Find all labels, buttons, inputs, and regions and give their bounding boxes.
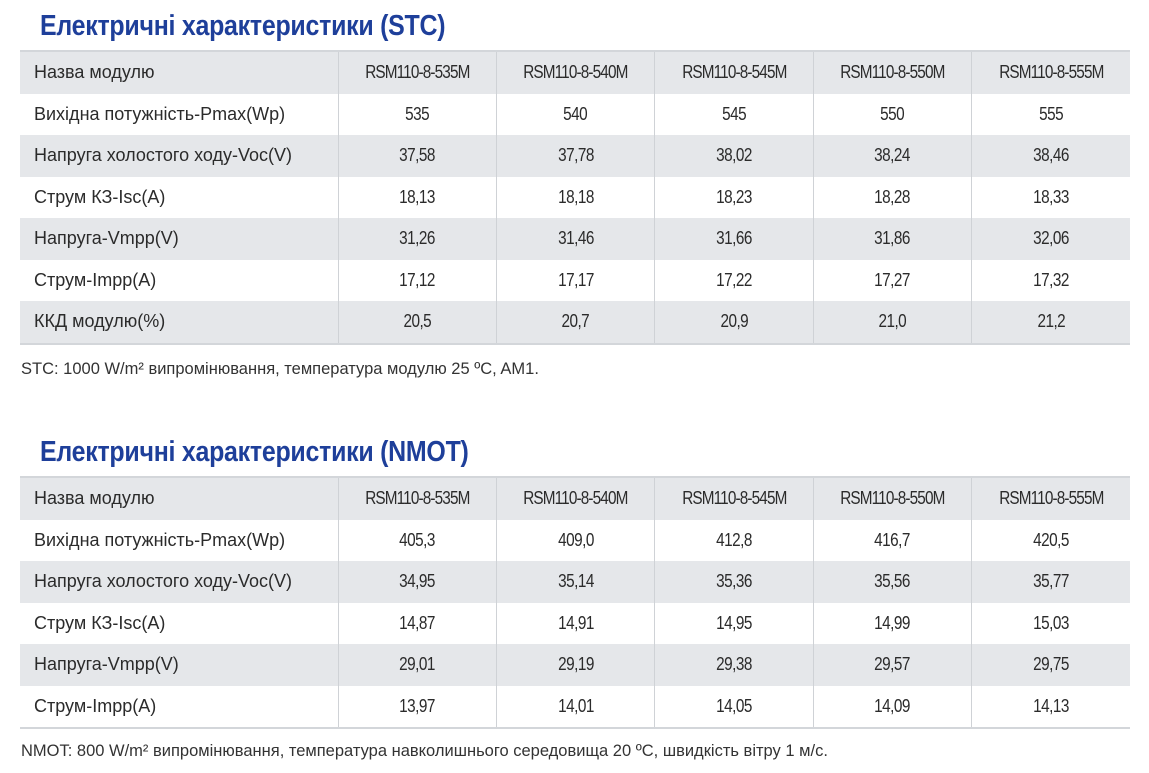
cell-value: 17,32 [971,259,1130,301]
cell-value: 20,5 [337,301,497,344]
row-label: Напруга-Vmpp(V) [20,644,338,686]
cell-value: 14,95 [654,602,814,644]
table-row: Напруга-Vmpp(V) 29,01 29,19 29,38 29,57 … [20,644,1130,686]
nmot-spec-table: Назва модулю RSM110-8-535M RSM110-8-540M… [20,476,1130,729]
cell-value: 17,27 [812,259,972,301]
cell-value: 37,58 [337,135,497,177]
cell-value: 555 [971,93,1130,135]
table-row: Струм КЗ-Isc(A) 14,87 14,91 14,95 14,99 … [20,602,1130,644]
row-label: Вихідна потужність-Pmax(Wp) [34,103,286,124]
row-label: Напруга-Vmpp(V) [20,218,338,260]
header-label: Назва модулю [20,51,338,94]
cell-value: 15,03 [971,602,1130,644]
cell-value: 18,23 [654,176,814,218]
nmot-section-title: Електричні характеристики (NMOT) [40,436,469,468]
row-label: Напруга холостого ходу-Voc(V) [20,135,338,177]
table-row: Вихідна потужність-Pmax(Wp) 405,3 409,0 … [20,519,1130,561]
cell-value: 535 [337,93,497,135]
cell-value: 17,17 [495,259,655,301]
cell-value: 540 [495,93,655,135]
cell-value: 31,26 [337,218,497,260]
cell-value: 14,13 [971,685,1130,728]
cell-value: 17,22 [654,259,814,301]
cell-value: 29,19 [495,644,655,686]
cell-value: 38,46 [971,135,1130,177]
cell-value: 14,91 [495,602,655,644]
cell-value: 35,14 [495,561,655,603]
cell-value: 29,75 [971,644,1130,686]
stc-footnote: STC: 1000 W/m² випромінювання, температу… [21,360,539,378]
cell-value: 35,56 [812,561,972,603]
cell-value: 18,33 [971,176,1130,218]
cell-value: 31,46 [495,218,655,260]
row-label: Напруга холостого ходу-Voc(V) [20,561,338,603]
cell-value: 18,28 [812,176,972,218]
cell-value: 13,97 [337,685,497,728]
cell-value: 20,7 [495,301,655,344]
row-label: Струм-Impp(A) [34,695,157,716]
cell-value: 18,18 [495,176,655,218]
cell-value: 35,77 [971,561,1130,603]
cell-value: 31,86 [812,218,972,260]
table-row: ККД модулю(%) 20,5 20,7 20,9 21,0 21,2 [20,301,1130,344]
model-name: RSM110-8-540M [495,51,655,94]
cell-value: 14,09 [812,685,972,728]
table-header-row: Назва модулю RSM110-8-535M RSM110-8-540M… [20,477,1130,520]
cell-value: 29,38 [654,644,814,686]
cell-value: 545 [654,93,814,135]
table-row: Струм-Impp(A) 17,12 17,17 17,22 17,27 17… [20,259,1130,301]
cell-value: 38,24 [812,135,972,177]
cell-value: 21,0 [812,301,972,344]
cell-value: 35,36 [654,561,814,603]
cell-value: 21,2 [971,301,1130,344]
stc-spec-table: Назва модулю RSM110-8-535M RSM110-8-540M… [20,50,1130,345]
table-row: Струм-Impp(A) 13,97 14,01 14,05 14,09 14… [20,685,1130,728]
model-name: RSM110-8-550M [812,51,972,94]
cell-value: 14,99 [812,602,972,644]
cell-value: 29,57 [812,644,972,686]
cell-value: 31,66 [654,218,814,260]
model-name: RSM110-8-540M [495,477,655,520]
cell-value: 34,95 [337,561,497,603]
cell-value: 550 [812,93,972,135]
row-label: Струм КЗ-Isc(A) [34,186,166,207]
cell-value: 405,3 [337,519,497,561]
row-label: Вихідна потужність-Pmax(Wp) [34,529,286,550]
cell-value: 29,01 [337,644,497,686]
model-name: RSM110-8-550M [812,477,972,520]
cell-value: 17,12 [337,259,497,301]
cell-value: 20,9 [654,301,814,344]
table-row: Напруга холостого ходу-Voc(V) 34,95 35,1… [20,561,1130,603]
row-label: ККД модулю(%) [20,301,338,344]
cell-value: 18,13 [337,176,497,218]
table-row: Напруга холостого ходу-Voc(V) 37,58 37,7… [20,135,1130,177]
cell-value: 14,05 [654,685,814,728]
table-row: Вихідна потужність-Pmax(Wp) 535 540 545 … [20,93,1130,135]
cell-value: 32,06 [971,218,1130,260]
model-name: RSM110-8-545M [654,477,814,520]
cell-value: 409,0 [495,519,655,561]
cell-value: 14,01 [495,685,655,728]
stc-section-title: Електричні характеристики (STC) [40,10,446,42]
cell-value: 416,7 [812,519,972,561]
cell-value: 37,78 [495,135,655,177]
cell-value: 420,5 [971,519,1130,561]
model-name: RSM110-8-535M [337,51,497,94]
model-name: RSM110-8-555M [971,477,1130,520]
row-label: Струм КЗ-Isc(A) [34,612,166,633]
model-name: RSM110-8-545M [654,51,814,94]
nmot-footnote: NMOT: 800 W/m² випромінювання, температу… [21,742,828,760]
header-label: Назва модулю [20,477,338,520]
model-name: RSM110-8-555M [971,51,1130,94]
table-header-row: Назва модулю RSM110-8-535M RSM110-8-540M… [20,51,1130,94]
cell-value: 38,02 [654,135,814,177]
cell-value: 14,87 [337,602,497,644]
table-row: Струм КЗ-Isc(A) 18,13 18,18 18,23 18,28 … [20,176,1130,218]
table-row: Напруга-Vmpp(V) 31,26 31,46 31,66 31,86 … [20,218,1130,260]
row-label: Струм-Impp(A) [34,269,157,290]
cell-value: 412,8 [654,519,814,561]
model-name: RSM110-8-535M [337,477,497,520]
